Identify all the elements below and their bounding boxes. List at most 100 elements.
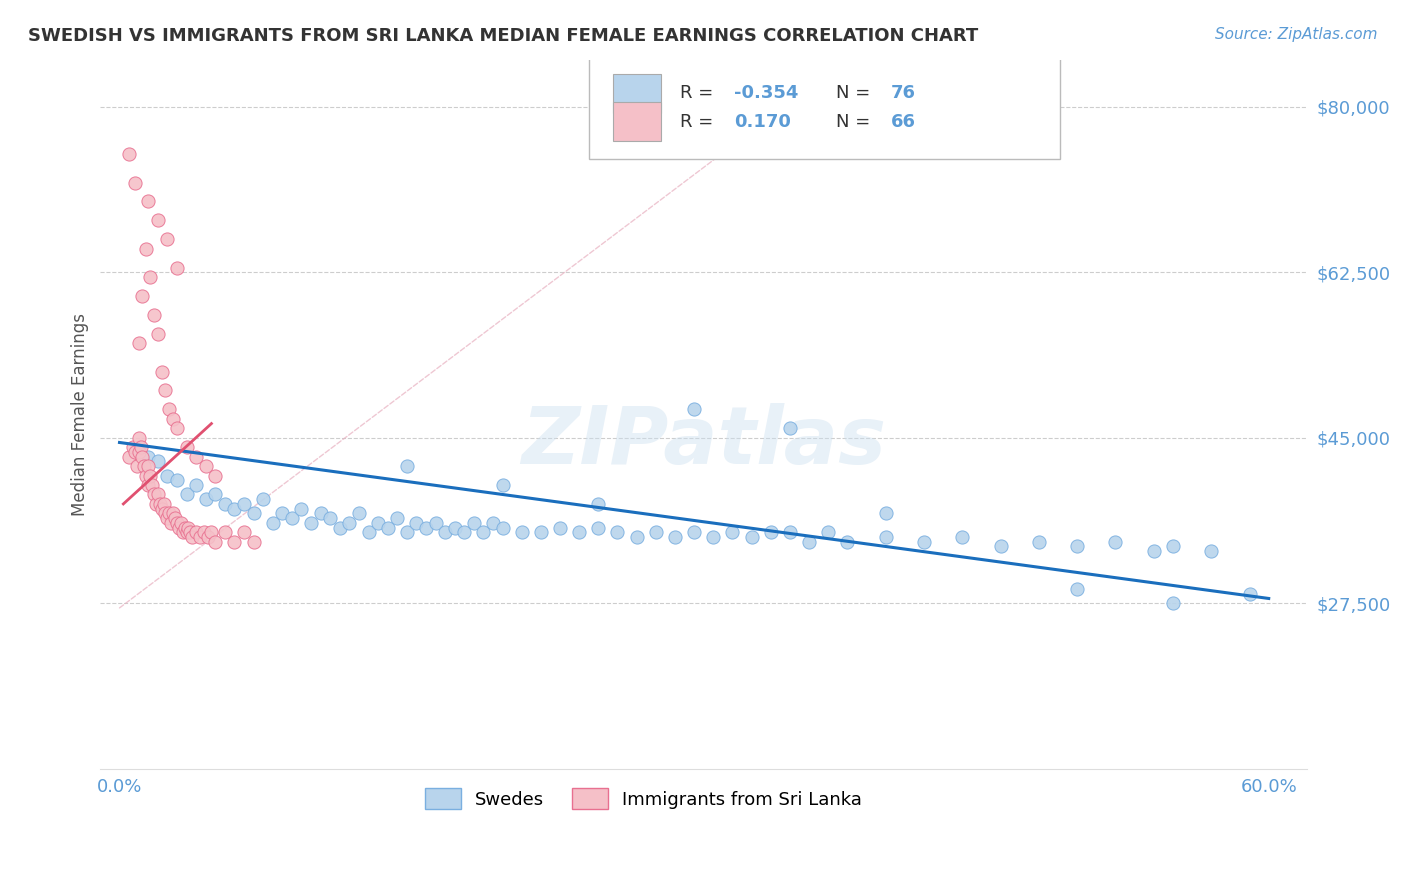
Point [337, 516, 360, 530]
Point [118, 450, 141, 464]
Point [135, 242, 157, 256]
Point [177, 520, 200, 534]
Point [395, 525, 418, 540]
Text: 66: 66 [891, 112, 915, 130]
Point [1143, 544, 1166, 558]
Text: SWEDISH VS IMMIGRANTS FROM SRI LANKA MEDIAN FEMALE EARNINGS CORRELATION CHART: SWEDISH VS IMMIGRANTS FROM SRI LANKA MED… [28, 27, 979, 45]
Point [214, 497, 236, 511]
Point [200, 525, 222, 540]
Point [136, 478, 159, 492]
Point [128, 440, 150, 454]
Point [146, 213, 169, 227]
Point [606, 525, 628, 540]
Point [405, 516, 427, 530]
Bar [613, 74, 661, 112]
Point [683, 525, 706, 540]
Point [329, 520, 352, 534]
Point [626, 530, 648, 544]
Point [1161, 596, 1184, 610]
Point [184, 525, 207, 540]
Point [299, 516, 322, 530]
Text: N =: N = [837, 84, 876, 103]
Point [741, 530, 763, 544]
Point [721, 525, 744, 540]
Point [141, 478, 163, 492]
Point [184, 478, 207, 492]
Point [664, 530, 686, 544]
Point [156, 468, 179, 483]
Point [204, 534, 226, 549]
Point [224, 501, 246, 516]
Point [204, 468, 226, 483]
Point [124, 176, 146, 190]
Point [548, 520, 571, 534]
Point [176, 487, 198, 501]
Point [128, 336, 150, 351]
Point [143, 308, 166, 322]
Point [155, 507, 177, 521]
Point [122, 440, 145, 454]
Point [136, 194, 159, 209]
Point [425, 516, 447, 530]
Point [702, 530, 724, 544]
Bar [613, 103, 661, 141]
Point [131, 289, 153, 303]
Point [491, 520, 513, 534]
Point [233, 525, 256, 540]
Point [172, 525, 194, 540]
Text: -0.354: -0.354 [734, 84, 799, 103]
Point [797, 534, 820, 549]
Point [875, 507, 897, 521]
Point [817, 525, 839, 540]
Point [242, 534, 264, 549]
Point [1199, 544, 1222, 558]
Point [160, 516, 183, 530]
Point [779, 421, 801, 435]
Point [184, 450, 207, 464]
Point [347, 507, 370, 521]
Point [166, 473, 188, 487]
Point [128, 445, 150, 459]
Text: R =: R = [679, 84, 718, 103]
Point [179, 525, 201, 540]
Point [290, 501, 312, 516]
Point [194, 459, 217, 474]
Point [146, 487, 169, 501]
Point [118, 147, 141, 161]
Point [434, 525, 457, 540]
Point [197, 530, 219, 544]
Point [136, 459, 159, 474]
Point [233, 497, 256, 511]
Point [152, 497, 174, 511]
Point [309, 507, 332, 521]
Point [262, 516, 284, 530]
Point [443, 520, 465, 534]
Point [135, 468, 157, 483]
Point [157, 402, 180, 417]
Point [530, 525, 553, 540]
Point [281, 511, 304, 525]
Point [156, 232, 179, 246]
Point [252, 492, 274, 507]
Point [170, 516, 193, 530]
Point [472, 525, 495, 540]
Point [129, 440, 152, 454]
Text: 0.170: 0.170 [734, 112, 790, 130]
Point [1239, 587, 1261, 601]
Legend: Swedes, Immigrants from Sri Lanka: Swedes, Immigrants from Sri Lanka [418, 781, 869, 816]
Text: 76: 76 [891, 84, 915, 103]
Point [173, 520, 195, 534]
Text: R =: R = [679, 112, 718, 130]
Point [377, 520, 399, 534]
Point [588, 497, 610, 511]
Point [156, 511, 179, 525]
Point [1161, 540, 1184, 554]
Point [128, 431, 150, 445]
Point [176, 525, 198, 540]
Point [510, 525, 533, 540]
Point [167, 520, 190, 534]
Point [165, 511, 187, 525]
Point [224, 534, 246, 549]
Point [387, 511, 409, 525]
Point [166, 260, 188, 275]
